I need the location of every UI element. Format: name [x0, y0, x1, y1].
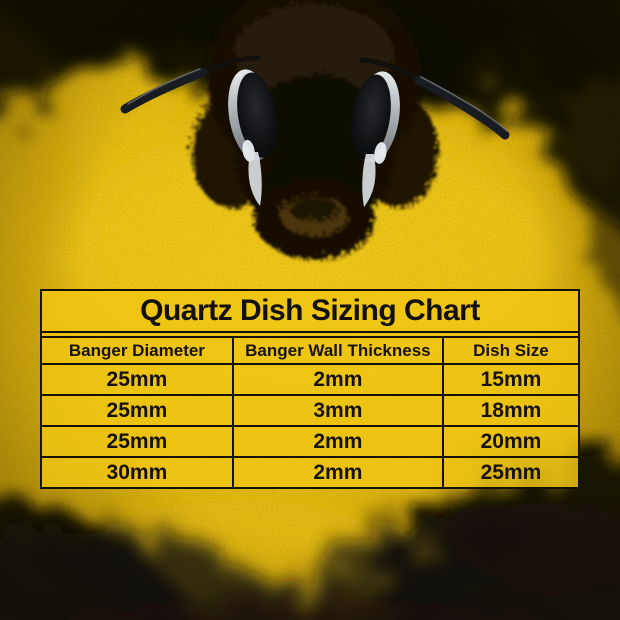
table-cell: 20mm: [441, 425, 578, 458]
column-header-banger-diameter: Banger Diameter: [42, 336, 234, 365]
table-cell: 25mm: [42, 363, 234, 396]
table-row: 25mm 3mm 18mm: [42, 394, 578, 427]
table-cell: 30mm: [42, 456, 234, 487]
table-row: 25mm 2mm 20mm: [42, 425, 578, 458]
table-cell: 18mm: [441, 394, 578, 427]
table-title: Quartz Dish Sizing Chart: [140, 294, 480, 327]
sizing-table: Quartz Dish Sizing Chart Banger Diameter…: [40, 289, 580, 489]
bee-right-eye: [350, 71, 400, 164]
table-cell: 25mm: [441, 456, 578, 487]
bee-left-eye: [228, 69, 278, 162]
table-cell: 25mm: [42, 425, 234, 458]
bee-right-mandible: [362, 154, 376, 207]
bee-antennae: [120, 55, 510, 140]
table-cell: 2mm: [231, 425, 444, 458]
bee-left-mandible: [248, 152, 262, 206]
column-header-dish-size: Dish Size: [441, 336, 578, 365]
table-row: 30mm 2mm 25mm: [42, 456, 578, 487]
table-cell: 25mm: [42, 394, 234, 427]
table-cell: 2mm: [231, 456, 444, 487]
table-title-row: Quartz Dish Sizing Chart: [42, 291, 578, 333]
sizing-table-grid: Banger Diameter Banger Wall Thickness Di…: [42, 336, 578, 487]
column-header-banger-wall-thickness: Banger Wall Thickness: [231, 336, 444, 365]
header-row: Banger Diameter Banger Wall Thickness Di…: [42, 336, 578, 365]
bee-face-features: [120, 55, 510, 207]
table-cell: 3mm: [231, 394, 444, 427]
table-cell: 2mm: [231, 363, 444, 396]
table-cell: 15mm: [441, 363, 578, 396]
table-row: 25mm 2mm 15mm: [42, 363, 578, 396]
